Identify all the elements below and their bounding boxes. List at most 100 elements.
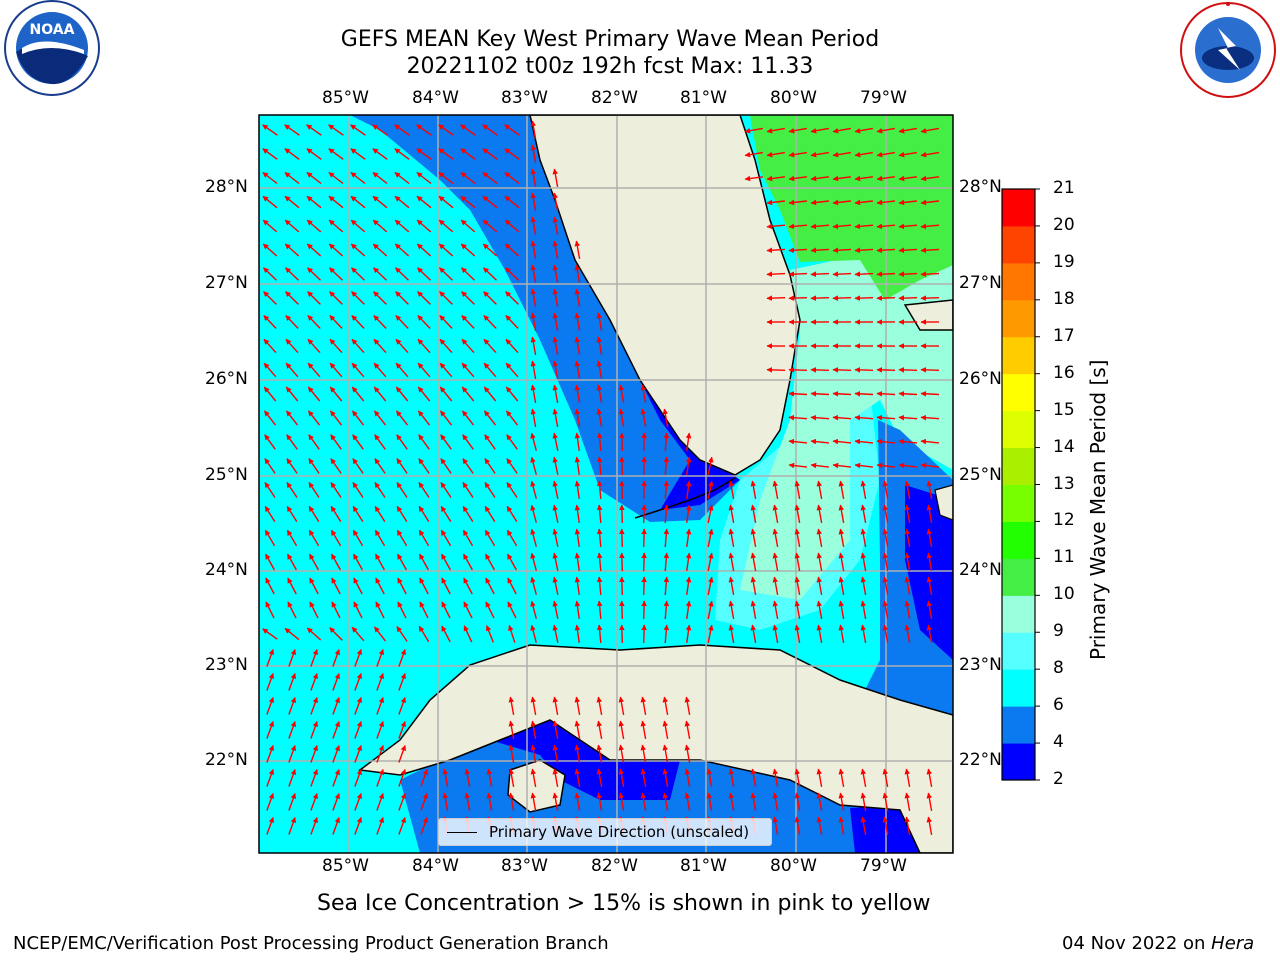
florida-keys — [634, 477, 736, 519]
wave-direction-arrow — [306, 171, 322, 185]
wave-direction-arrow — [306, 148, 322, 160]
colorbar-cell — [1002, 189, 1035, 227]
wave-direction-arrow — [441, 577, 451, 595]
wave-direction-arrow — [309, 577, 319, 595]
wave-direction-arrow — [854, 367, 874, 373]
map-legend: Primary Wave Direction (unscaled) — [438, 818, 772, 846]
wave-direction-arrow — [728, 480, 735, 500]
wave-direction-arrow — [288, 648, 297, 667]
colorbar-cell — [1002, 484, 1035, 522]
wave-direction-arrow — [372, 219, 388, 233]
wave-direction-arrow — [926, 816, 933, 836]
wave-direction-arrow — [440, 505, 452, 522]
wave-direction-arrow — [373, 338, 387, 354]
wave-direction-arrow — [396, 434, 408, 450]
wave-direction-arrow — [552, 744, 559, 764]
wave-direction-arrow — [926, 792, 933, 812]
colorbar-tick-label: 19 — [1053, 251, 1075, 272]
wave-direction-arrow — [331, 601, 341, 619]
wave-direction-arrow — [860, 792, 867, 812]
wave-direction-arrow — [920, 295, 940, 301]
wave-direction-arrow — [530, 720, 537, 740]
wave-direction-arrow — [788, 127, 808, 134]
wave-direction-arrow — [461, 267, 475, 281]
wave-direction-arrow — [505, 338, 519, 354]
wave-direction-arrow — [920, 367, 940, 373]
colorbar-cell — [1002, 743, 1035, 781]
map-frame — [258, 114, 954, 854]
wave-direction-arrow — [552, 528, 559, 547]
wave-direction-arrow — [375, 601, 385, 619]
lon-tick-label: 80°W — [770, 856, 817, 876]
wave-direction-arrow — [552, 288, 559, 308]
wave-direction-arrow — [810, 175, 829, 182]
wave-direction-arrow — [618, 408, 625, 428]
wave-direction-arrow — [552, 792, 559, 812]
wave-direction-arrow — [438, 195, 454, 209]
wave-direction-arrow — [420, 768, 429, 787]
wave-direction-arrow — [876, 295, 896, 301]
wave-direction-arrow — [788, 199, 807, 206]
wave-direction-arrow — [506, 434, 518, 450]
wave-direction-arrow — [552, 240, 559, 260]
wave-direction-arrow — [286, 529, 298, 547]
wave-direction-arrow — [350, 124, 366, 136]
wave-direction-arrow — [394, 195, 410, 209]
wave-direction-arrow — [574, 408, 581, 428]
wave-direction-arrow — [483, 267, 497, 281]
wave-direction-arrow — [307, 338, 321, 354]
wave-direction-arrow — [288, 792, 297, 811]
wave-direction-arrow — [794, 624, 801, 644]
wave-direction-arrow — [788, 247, 808, 254]
wave-direction-arrow — [398, 720, 407, 739]
wave-direction-arrow — [596, 480, 603, 500]
wave-direction-arrow — [373, 410, 387, 426]
wave-direction-arrow — [482, 195, 498, 209]
wave-direction-arrow — [684, 744, 691, 764]
wave-direction-arrow — [552, 408, 559, 428]
wave-direction-arrow — [376, 648, 385, 667]
wave-direction-arrow — [306, 195, 322, 209]
wave-direction-arrow — [263, 267, 277, 281]
lat-tick-label: 26°N — [205, 369, 248, 389]
wave-direction-arrow — [396, 626, 408, 642]
wave-direction-arrow — [396, 482, 408, 498]
wave-direction-arrow — [574, 696, 581, 716]
wave-direction-arrow — [788, 367, 808, 373]
wave-direction-arrow — [596, 336, 603, 356]
wave-direction-arrow — [904, 816, 911, 836]
wave-direction-arrow — [395, 386, 409, 402]
wave-direction-arrow — [684, 792, 691, 812]
wave-direction-arrow — [766, 247, 786, 254]
wave-direction-arrow — [508, 624, 516, 643]
wave-direction-arrow — [418, 458, 430, 474]
period-2-4-bahamas — [905, 485, 953, 660]
wave-direction-arrow — [530, 216, 537, 236]
wave-direction-arrow — [394, 219, 410, 233]
wave-direction-arrow — [286, 434, 298, 450]
wave-direction-arrow — [530, 144, 537, 164]
wave-direction-arrow — [596, 528, 603, 548]
wave-direction-arrow — [461, 315, 475, 329]
wave-direction-arrow — [640, 720, 647, 740]
wave-direction-arrow — [530, 168, 537, 188]
wave-direction-arrow — [464, 792, 471, 812]
wave-direction-arrow — [641, 432, 647, 452]
lat-tick-label: 25°N — [205, 465, 248, 485]
wave-direction-arrow — [810, 223, 830, 230]
footer-machine: Hera — [1211, 933, 1255, 954]
wave-direction-arrow — [310, 696, 319, 715]
colorbar-cell — [1002, 225, 1035, 264]
wave-direction-arrow — [810, 127, 830, 134]
wave-direction-arrow — [794, 528, 801, 548]
wave-direction-arrow — [574, 432, 581, 452]
wave-direction-arrow — [707, 576, 714, 595]
wave-direction-arrow — [288, 744, 297, 763]
wave-direction-arrow — [860, 576, 867, 596]
wave-direction-arrow — [372, 243, 388, 257]
wave-direction-arrow — [262, 628, 278, 640]
wave-direction-arrow — [332, 696, 341, 715]
wave-direction-arrow — [482, 219, 498, 233]
wave-direction-arrow — [706, 792, 713, 812]
